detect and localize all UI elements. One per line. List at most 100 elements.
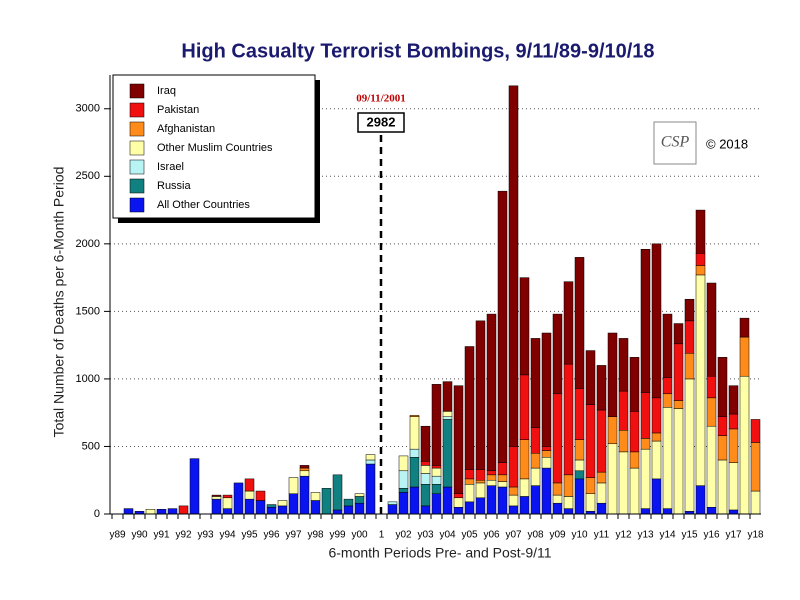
x-tick-label: y10 bbox=[571, 530, 588, 541]
bar-segment bbox=[618, 430, 629, 453]
bar-segment bbox=[277, 505, 288, 515]
bar-segment bbox=[739, 317, 750, 338]
bar-segment bbox=[332, 474, 343, 511]
bar-segment bbox=[486, 479, 497, 486]
bar-segment bbox=[420, 505, 431, 515]
bar-segment bbox=[651, 440, 662, 480]
bar-segment bbox=[596, 482, 607, 504]
x-tick-label: y11 bbox=[594, 530, 610, 541]
x-tick-label: y13 bbox=[637, 530, 654, 541]
bar-segment bbox=[541, 450, 552, 458]
bar-segment bbox=[387, 501, 398, 505]
bar-segment bbox=[552, 313, 563, 395]
bar-segment bbox=[354, 502, 365, 515]
bar-segment bbox=[398, 488, 409, 493]
bar-segment bbox=[530, 485, 541, 515]
bar-segment bbox=[662, 313, 673, 378]
bar-segment bbox=[607, 443, 618, 515]
bar-segment bbox=[453, 385, 464, 494]
legend-label: Other Muslim Countries bbox=[157, 142, 273, 154]
x-tick-label: y17 bbox=[725, 530, 742, 541]
legend-label: Russia bbox=[157, 180, 192, 192]
bar-segment bbox=[420, 465, 431, 474]
bar-segment bbox=[453, 493, 464, 499]
bar-segment bbox=[365, 454, 376, 461]
bar-segment bbox=[508, 505, 519, 515]
bar-segment bbox=[618, 451, 629, 515]
bar-segment bbox=[728, 428, 739, 463]
bar-segment bbox=[431, 384, 442, 466]
bar-segment bbox=[277, 500, 288, 507]
y-tick-label: 2000 bbox=[76, 238, 100, 250]
x-tick-label: y89 bbox=[109, 530, 126, 541]
bar-segment bbox=[750, 490, 761, 515]
legend-entries: Iraq Pakistan Afghanistan Other Muslim Coun… bbox=[129, 83, 273, 213]
x-axis-title: 6-month Periods Pre- and Post-9/11 bbox=[328, 545, 551, 561]
logo: CSP bbox=[661, 134, 690, 151]
bar-segment bbox=[420, 473, 431, 485]
bar-segment bbox=[167, 508, 178, 515]
bar-segment bbox=[497, 481, 508, 488]
bar-segment bbox=[552, 482, 563, 496]
x-tick-label: y95 bbox=[241, 530, 258, 541]
bar-segment bbox=[431, 467, 442, 477]
bar-segment bbox=[497, 486, 508, 515]
x-tick-label: y09 bbox=[549, 530, 566, 541]
x-tick-label: y06 bbox=[483, 530, 500, 541]
legend-swatch bbox=[129, 197, 145, 213]
x-tick-label: y00 bbox=[351, 530, 368, 541]
bar-segment bbox=[222, 508, 233, 515]
bar-segment bbox=[684, 298, 695, 322]
bar-segment bbox=[464, 501, 475, 515]
bar-segment bbox=[662, 377, 673, 395]
x-tick-label: y05 bbox=[461, 530, 478, 541]
bar-segment bbox=[530, 467, 541, 486]
event-value: 2982 bbox=[367, 114, 396, 129]
bar-segment bbox=[519, 439, 530, 480]
x-tick-label: y96 bbox=[263, 530, 280, 541]
bar-segment bbox=[629, 357, 640, 412]
y-tick-label: 3000 bbox=[76, 103, 100, 115]
x-tick-label: y15 bbox=[681, 530, 698, 541]
bar-segment bbox=[343, 505, 354, 515]
bar-segment bbox=[750, 419, 761, 443]
bar-segment bbox=[596, 409, 607, 473]
bar-segment bbox=[607, 416, 618, 445]
bar-segment bbox=[640, 392, 651, 439]
bar-segment bbox=[706, 375, 717, 399]
bar-segment bbox=[310, 492, 321, 501]
x-tick-label: y99 bbox=[329, 530, 346, 541]
bar-segment bbox=[563, 496, 574, 509]
bar-segment bbox=[728, 413, 739, 430]
bar-segment bbox=[519, 496, 530, 515]
bar-segment bbox=[651, 478, 662, 515]
bar-segment bbox=[651, 432, 662, 442]
x-tick-label: y03 bbox=[417, 530, 434, 541]
bar-segment bbox=[310, 500, 321, 515]
bar-segment bbox=[695, 265, 706, 276]
legend-swatch bbox=[129, 102, 145, 118]
bar-segment bbox=[409, 416, 420, 450]
bar-segment bbox=[233, 482, 244, 515]
legend-swatch bbox=[129, 159, 145, 175]
bar-segment bbox=[299, 475, 310, 515]
bar-segment bbox=[640, 448, 651, 509]
bar-segment bbox=[552, 502, 563, 515]
bar-segment bbox=[596, 365, 607, 411]
legend-label: Israel bbox=[157, 161, 184, 173]
bar-segment bbox=[288, 493, 299, 515]
bar-segment bbox=[563, 363, 574, 476]
bar-segment bbox=[321, 488, 332, 515]
bar-segment bbox=[717, 459, 728, 515]
bar-segment bbox=[695, 485, 706, 515]
x-tick-label: y02 bbox=[395, 530, 412, 541]
x-tick-label: y08 bbox=[527, 530, 544, 541]
bar-segment bbox=[640, 248, 651, 393]
bar-segment bbox=[695, 253, 706, 266]
bar-segment bbox=[475, 320, 486, 470]
bar-segment bbox=[706, 506, 717, 515]
bar-segment bbox=[585, 404, 596, 478]
bar-segment bbox=[497, 190, 508, 463]
x-tick-label: y98 bbox=[307, 530, 324, 541]
